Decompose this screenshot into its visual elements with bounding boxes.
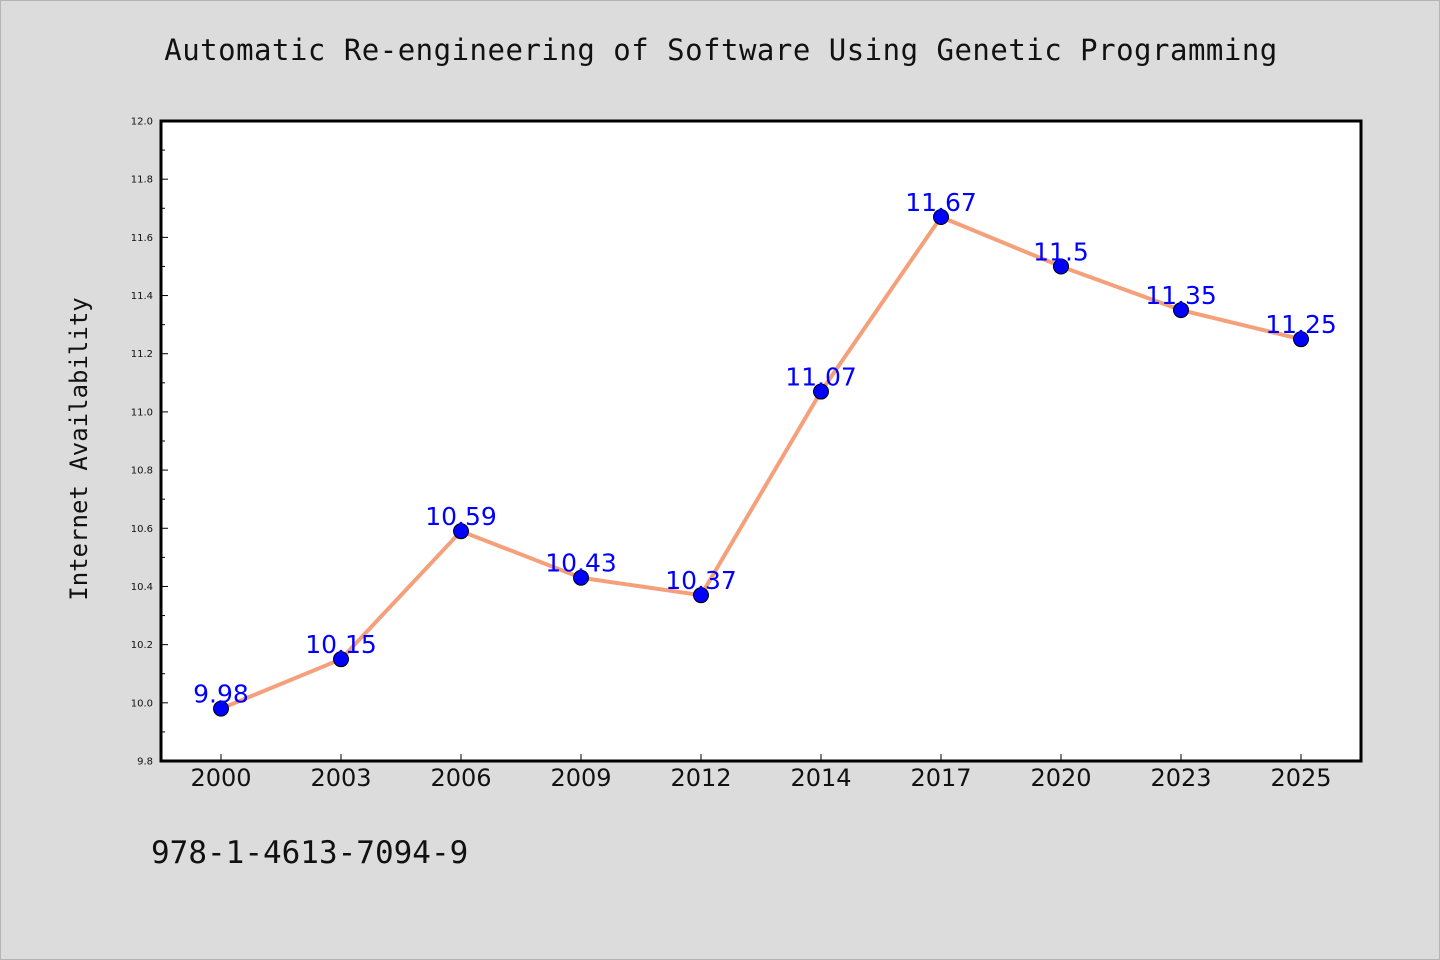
plot-frame [159,119,1363,763]
y-tick-label: 11.8 [131,175,153,186]
data-label: 11.07 [785,363,857,392]
data-label: 11.25 [1265,310,1337,339]
data-label: 10.37 [665,566,737,595]
x-tick-label: 2025 [1270,764,1331,792]
y-tick-label: 11.2 [131,349,153,360]
x-tick-label: 2017 [910,764,971,792]
data-label: 11.35 [1145,281,1217,310]
y-tick-label: 11.4 [131,291,153,302]
data-point-marker [813,383,829,400]
y-tick-label: 10.8 [131,466,153,477]
x-tick-label: 2020 [1030,764,1091,792]
data-label: 10.43 [545,549,617,578]
data-point-marker [693,587,709,604]
y-tick-label: 9.8 [137,757,153,768]
chart-title: Automatic Re-engineering of Software Usi… [164,33,1278,67]
x-tick-label: 2023 [1150,764,1211,792]
data-label: 11.67 [905,188,977,217]
data-point-marker [1053,258,1069,275]
series-line [219,215,1303,711]
y-tick-label: 11.0 [131,407,153,418]
plot-background [161,121,1361,761]
x-tick-label: 2012 [670,764,731,792]
y-tick-label: 10.4 [131,582,153,593]
isbn-footnote: 978-1-4613-7094-9 [151,835,469,871]
data-label: 11.5 [1033,237,1089,266]
data-point-marker [333,651,349,668]
y-tick-label: 10.2 [131,640,153,651]
y-tick-label: 10.6 [131,524,153,535]
x-tick-label: 2014 [790,764,851,792]
data-point-marker [453,523,469,540]
data-point-marker [573,569,589,586]
data-point-marker [1293,331,1309,348]
x-tick-label: 2000 [190,764,251,792]
x-tick-label: 2003 [310,764,371,792]
data-point-marker [1173,302,1189,319]
y-tick-label: 12.0 [131,117,153,128]
y-tick-label: 11.6 [131,233,153,244]
data-label: 9.98 [193,680,249,709]
x-tick-label: 2009 [550,764,611,792]
data-point-marker [933,209,949,225]
data-point-marker [213,700,229,717]
y-tick-label: 10.0 [131,698,153,709]
x-tick-label: 2006 [430,764,491,792]
data-label: 10.15 [305,630,377,659]
data-label: 10.59 [425,502,497,531]
